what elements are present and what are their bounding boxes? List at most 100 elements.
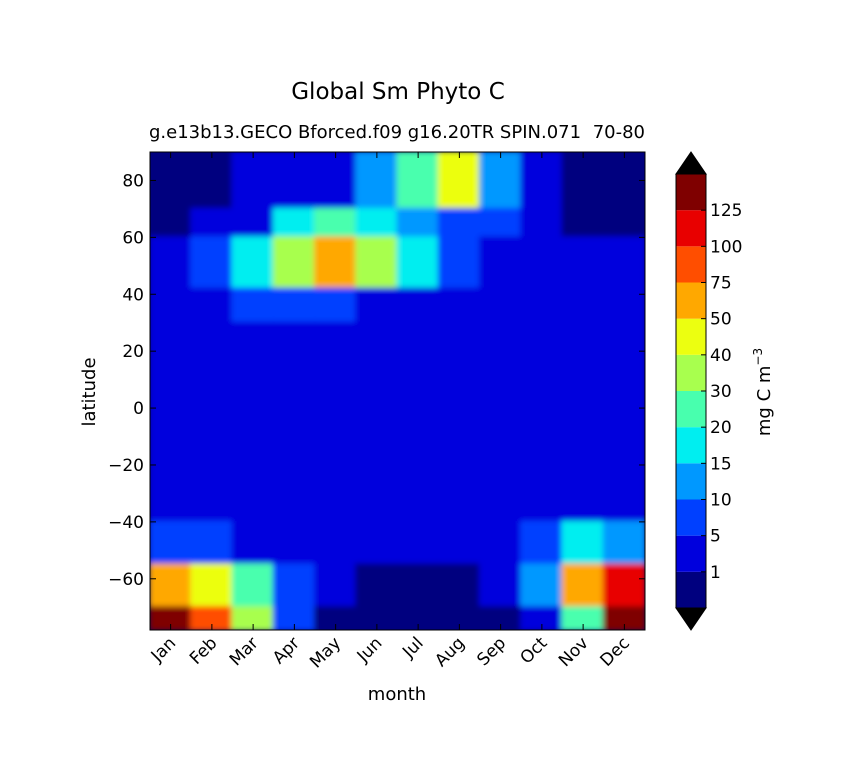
contour-cell xyxy=(602,606,645,630)
y-tick-label: −20 xyxy=(108,456,144,476)
contour-cell xyxy=(437,321,481,523)
contour-cell xyxy=(437,563,481,609)
contour-cell xyxy=(272,287,316,324)
contour-cell xyxy=(314,321,358,523)
y-axis: 80 60 40 20 0 −20 −40 −60 xyxy=(108,171,645,590)
contour-cell xyxy=(355,606,399,630)
x-tick-label: May xyxy=(306,633,345,672)
contour-cell xyxy=(150,207,193,239)
contour-cell xyxy=(520,563,564,609)
contour-cell xyxy=(190,606,234,630)
contour-cell xyxy=(314,606,358,630)
colorbar-segment xyxy=(676,282,706,319)
contour-cell xyxy=(520,321,564,523)
contour-cell xyxy=(272,563,316,609)
y-tick-label: 60 xyxy=(122,228,144,248)
contour-cell xyxy=(190,236,234,290)
contour-cell xyxy=(561,287,605,324)
x-tick-label: Jun xyxy=(353,633,387,667)
contour-cell xyxy=(231,321,275,523)
contour-cell xyxy=(561,207,605,239)
colorbar-segment xyxy=(676,174,706,211)
x-tick-label: Sep xyxy=(473,633,510,670)
chart-title: Global Sm Phyto C xyxy=(291,79,505,105)
contour-cell xyxy=(355,321,399,523)
contour-cell xyxy=(355,152,399,210)
colorbar-segment xyxy=(676,499,706,536)
contour-cell xyxy=(314,287,358,324)
colorbar-label-exponent: −3 xyxy=(751,348,765,366)
colorbar-tick-label: 15 xyxy=(710,454,732,474)
contour-cell xyxy=(272,152,316,210)
y-tick-label: 0 xyxy=(133,399,144,419)
contour-cell xyxy=(150,321,193,523)
colorbar-tick-label: 40 xyxy=(710,346,732,366)
contour-cell xyxy=(520,152,564,210)
contour-cell xyxy=(355,207,399,239)
colorbar-segment xyxy=(676,427,706,464)
colorbar-label: mg C m−3 xyxy=(751,348,775,436)
contour-cell xyxy=(231,563,275,609)
colorbar-label-unit: mg C m xyxy=(754,366,775,437)
contour-cell xyxy=(150,236,193,290)
contour-cell xyxy=(272,207,316,239)
contour-cell xyxy=(190,563,234,609)
contour-cell xyxy=(437,236,481,290)
y-tick-label: 80 xyxy=(122,171,144,191)
contour-cell xyxy=(190,152,234,210)
contour-cell xyxy=(355,520,399,566)
x-tick-label: Apr xyxy=(269,633,304,668)
colorbar-tick-label: 5 xyxy=(710,527,721,547)
contour-cell xyxy=(190,321,234,523)
contour-cell xyxy=(396,207,440,239)
contour-cell xyxy=(314,563,358,609)
contour-cell xyxy=(479,606,523,630)
contour-cell xyxy=(479,563,523,609)
contour-cell xyxy=(561,563,605,609)
contour-cell xyxy=(520,287,564,324)
contour-cell xyxy=(190,520,234,566)
contour-cell xyxy=(561,152,605,210)
contour-cell xyxy=(231,520,275,566)
contour-cell xyxy=(272,606,316,630)
contour-cell xyxy=(437,287,481,324)
contour-cell xyxy=(437,207,481,239)
contour-cell xyxy=(602,520,645,566)
chart-subtitle: g.e13b13.GECO Bforced.f09 g16.20TR SPIN.… xyxy=(149,122,581,143)
colorbar-tick-label: 100 xyxy=(710,237,742,257)
contour-cell xyxy=(602,152,645,210)
contour-cell xyxy=(479,207,523,239)
contour-cell xyxy=(231,236,275,290)
x-tick-label: Jan xyxy=(147,633,180,666)
contour-cell xyxy=(150,563,193,609)
colorbar-segment xyxy=(676,463,706,500)
contour-cell xyxy=(314,520,358,566)
contour-cell xyxy=(602,207,645,239)
plot-area xyxy=(150,152,645,630)
contour-cell xyxy=(561,606,605,630)
contour-cell xyxy=(602,321,645,523)
colorbar-extend-min xyxy=(675,607,707,631)
contour-cell xyxy=(561,236,605,290)
contour-cell xyxy=(479,287,523,324)
contour-cell xyxy=(272,321,316,523)
y-tick-label: −60 xyxy=(108,570,144,590)
y-axis-label: latitude xyxy=(79,357,100,426)
plot-frame xyxy=(149,151,646,631)
contour-cell xyxy=(479,520,523,566)
contour-fill-layer xyxy=(150,152,645,630)
contour-cell xyxy=(150,606,193,630)
contour-cell xyxy=(479,321,523,523)
contour-cell xyxy=(190,207,234,239)
contour-cell xyxy=(314,152,358,210)
y-tick-label: 20 xyxy=(122,342,144,362)
contour-cell xyxy=(602,563,645,609)
contour-cell xyxy=(561,520,605,566)
contour-cell xyxy=(437,520,481,566)
contour-cell xyxy=(190,287,234,324)
contour-cell xyxy=(437,606,481,630)
contour-cell xyxy=(396,321,440,523)
colorbar-segment xyxy=(676,571,706,608)
